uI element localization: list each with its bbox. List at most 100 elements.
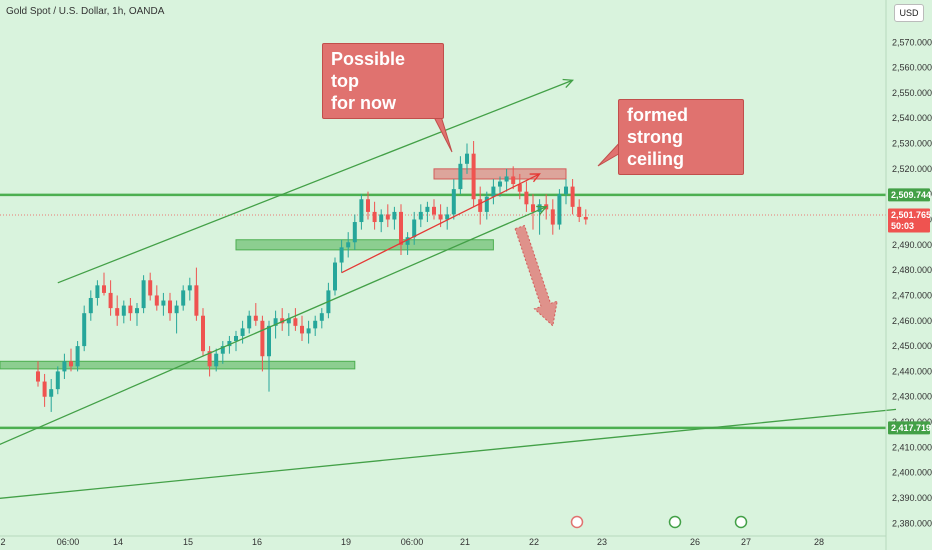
candle-body [128, 305, 133, 314]
current-price-tag-countdown: 50:03 [891, 221, 914, 231]
candle-body [267, 325, 271, 357]
candle-body [524, 191, 529, 205]
candle-body [517, 184, 522, 192]
candle-body [300, 325, 304, 334]
y-tick-label: 2,440.000 [892, 366, 932, 376]
candle-body [319, 313, 324, 321]
y-tick-label: 2,430.000 [892, 392, 932, 402]
candle-body [148, 280, 153, 296]
candle-body [55, 371, 60, 390]
y-tick-label: 2,540.000 [892, 113, 932, 123]
candle-body [108, 292, 113, 309]
y-tick-label: 2,520.000 [892, 164, 932, 174]
candle-body [471, 153, 476, 200]
candle-body [418, 211, 423, 220]
candle-body [531, 204, 535, 212]
x-tick-label: 06:00 [57, 537, 80, 547]
flag-icon [668, 515, 682, 529]
candle-body [207, 351, 212, 367]
candle-body [227, 341, 232, 347]
x-tick-label: 2 [0, 537, 5, 547]
y-tick-label: 2,480.000 [892, 265, 932, 275]
candle-body [95, 285, 100, 298]
candle-body [220, 346, 225, 354]
y-tick-label: 2,470.000 [892, 290, 932, 300]
candle-body [438, 214, 443, 220]
candle-body [293, 318, 298, 326]
current-price-tag-text: 2,501.765 [891, 210, 931, 220]
candle-body [181, 290, 186, 306]
candle-body [260, 320, 265, 357]
y-tick-label: 2,550.000 [892, 88, 932, 98]
level-tag-upper-bg [888, 188, 930, 202]
trend-line-red [341, 173, 540, 274]
candle-body [62, 361, 67, 372]
candle-body [82, 313, 87, 347]
y-tick-label: 2,570.000 [892, 37, 932, 47]
candle-body [511, 176, 516, 185]
candle-body [234, 335, 238, 342]
y-tick-label: 2,450.000 [892, 341, 932, 351]
candle-body [121, 305, 126, 316]
candle-body [75, 346, 80, 367]
candle-body [577, 206, 582, 217]
level-tag-lower: 2,417.719 [888, 421, 931, 435]
candle-body [154, 295, 159, 306]
candle-body [333, 262, 337, 291]
flag-icon [734, 515, 748, 529]
candle-body [352, 222, 357, 243]
candle-body [88, 297, 93, 314]
y-tick-label: 2,460.000 [892, 316, 932, 326]
candle-body [392, 211, 397, 220]
candle-body [161, 300, 166, 306]
x-tick-label: 06:00 [401, 537, 424, 547]
candle-body [399, 211, 403, 245]
candle-body [458, 163, 463, 190]
candle-body [339, 247, 344, 263]
candle-body [346, 242, 351, 248]
trend-arrowhead [562, 78, 574, 89]
candle-body [141, 280, 146, 309]
candle-body [240, 328, 245, 336]
projection-arrow [514, 224, 558, 327]
x-tick-label: 23 [597, 537, 607, 547]
candle-body [432, 206, 436, 215]
y-tick-label: 2,490.000 [892, 240, 932, 250]
x-tick-label: 22 [529, 537, 539, 547]
lightning-icon [570, 515, 584, 529]
trend-arrowhead [536, 205, 548, 215]
candle-body [168, 300, 172, 314]
annotation-formed-ceiling: formed strong ceiling [618, 99, 744, 175]
level-tag-lower-text: 2,417.719 [891, 423, 931, 433]
candle-body [273, 318, 278, 326]
candle-body [379, 214, 384, 223]
candle-body [359, 199, 364, 223]
candle-body [550, 209, 555, 225]
candle-body [478, 199, 483, 212]
currency-button[interactable]: USD [894, 4, 924, 22]
candle-body [135, 308, 139, 314]
level-tag-lower-bg [888, 421, 930, 435]
y-tick-label: 2,410.000 [892, 442, 932, 452]
candle-body [412, 219, 417, 238]
candle-body [115, 308, 120, 316]
candle-body [280, 318, 285, 324]
x-tick-label: 27 [741, 537, 751, 547]
candle-body [484, 196, 489, 212]
candle-body [425, 206, 430, 212]
candle-body [491, 186, 496, 197]
candle-body [253, 315, 258, 321]
annotation-possible-top: Possible top for now [322, 43, 444, 119]
trend-arrowhead [529, 173, 541, 183]
chart-title: Gold Spot / U.S. Dollar, 1h, OANDA [6, 6, 165, 17]
candle-body [102, 285, 106, 293]
trend-line-green [57, 79, 573, 284]
candle-body [564, 186, 568, 195]
x-tick-label: 26 [690, 537, 700, 547]
candle-body [366, 199, 370, 212]
level-tag-upper: 2,509.744 [888, 188, 931, 202]
candle-body [201, 315, 205, 352]
candle-body [583, 216, 588, 220]
